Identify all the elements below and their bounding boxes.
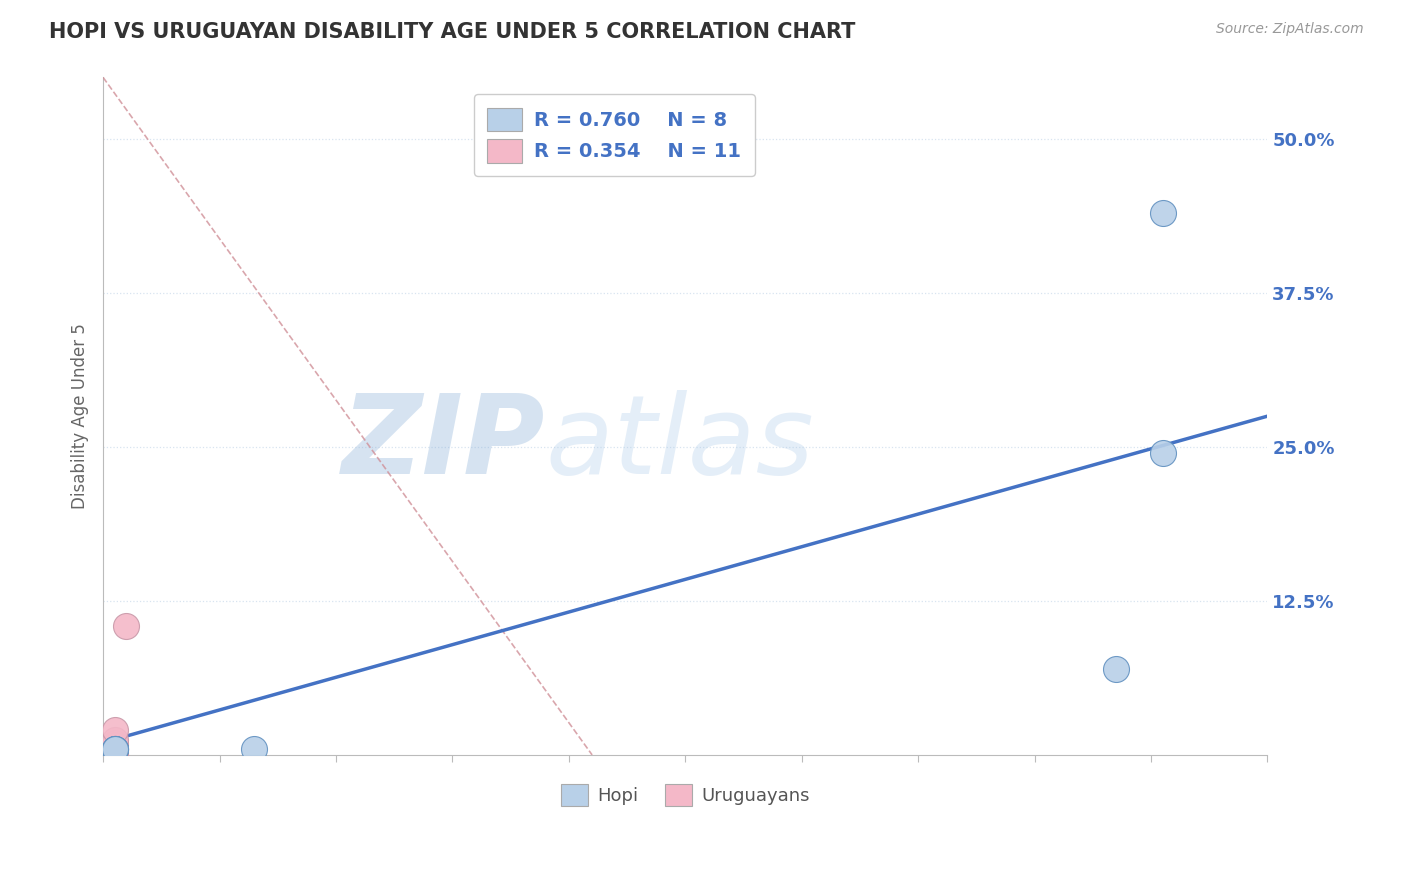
Point: [104, 738, 127, 752]
Point: [104, 747, 127, 762]
Point: [1105, 662, 1128, 676]
Point: [104, 741, 127, 756]
Text: atlas: atlas: [546, 390, 814, 497]
Point: [104, 723, 127, 738]
Point: [104, 733, 127, 747]
Point: [104, 741, 127, 756]
Point: [1152, 446, 1174, 460]
Text: ZIP: ZIP: [342, 390, 546, 497]
Text: HOPI VS URUGUAYAN DISABILITY AGE UNDER 5 CORRELATION CHART: HOPI VS URUGUAYAN DISABILITY AGE UNDER 5…: [49, 22, 856, 42]
Point: [1152, 206, 1174, 220]
Legend: Hopi, Uruguayans: Hopi, Uruguayans: [554, 777, 817, 814]
Point: [104, 741, 127, 756]
Point: [104, 735, 127, 749]
Point: [104, 746, 127, 760]
Point: [115, 618, 138, 632]
Point: [104, 747, 127, 762]
Point: [243, 741, 266, 756]
Point: [104, 743, 127, 757]
Point: [104, 747, 127, 762]
Point: [104, 740, 127, 755]
Y-axis label: Disability Age Under 5: Disability Age Under 5: [72, 323, 89, 509]
Text: Source: ZipAtlas.com: Source: ZipAtlas.com: [1216, 22, 1364, 37]
Point: [104, 741, 127, 756]
